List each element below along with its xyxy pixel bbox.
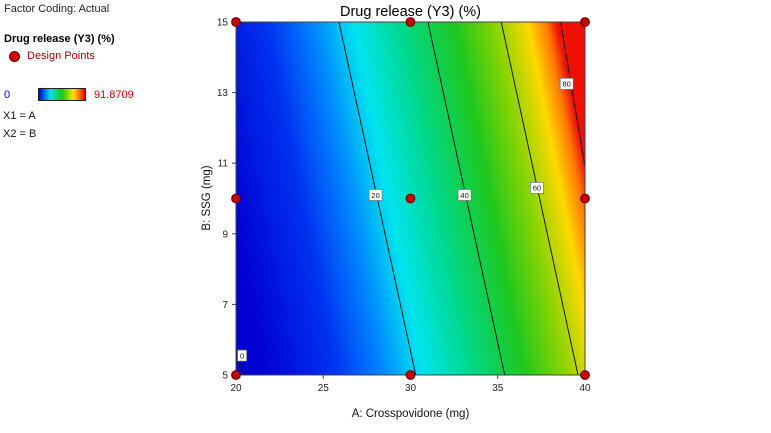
y-tick-label: 11 <box>218 159 229 170</box>
design-point <box>580 193 590 204</box>
y-tick-label: 7 <box>222 300 228 311</box>
y-tick-label: 5 <box>222 371 228 382</box>
y-axis-label: B: SSG (mg) <box>201 165 213 231</box>
contour-label: 60 <box>533 184 541 193</box>
x2-assignment: X2 = B <box>3 128 37 140</box>
contour-line-60 <box>500 21 579 376</box>
y-tick-label: 13 <box>217 88 229 99</box>
contour-label: 80 <box>563 80 571 89</box>
contour-label-box <box>368 189 383 201</box>
design-point <box>580 370 590 380</box>
color-scale-legend: 0 91.8709 <box>4 88 134 101</box>
contour-label: 40 <box>460 191 468 200</box>
scale-max-value: 91.8709 <box>94 88 134 101</box>
response-label: Drug release (Y3) (%) <box>4 33 115 45</box>
design-point <box>580 17 590 27</box>
design-point <box>231 370 241 380</box>
contour-label-box <box>457 189 472 201</box>
design-points-label: Design Points <box>27 50 95 62</box>
contour-label-box <box>530 182 544 194</box>
contour-label-box <box>559 77 574 90</box>
design-point-icon <box>9 50 20 62</box>
x-tick-label: 35 <box>492 383 504 394</box>
color-scale-bar <box>38 88 86 101</box>
x-tick-label: 20 <box>230 383 242 394</box>
legend-panel: Factor Coding: Actual Drug release (Y3) … <box>0 0 200 200</box>
design-point <box>231 17 241 27</box>
contour-label-box <box>237 349 247 362</box>
design-point <box>405 370 416 380</box>
x-tick-label: 40 <box>579 383 591 394</box>
y-tick-label: 9 <box>222 229 228 240</box>
factor-coding-label: Factor Coding: Actual <box>4 3 110 15</box>
chart-title: Drug release (Y3) (%) <box>339 4 481 20</box>
y-tick-label: 15 <box>217 18 229 29</box>
design-point <box>405 193 416 204</box>
contour-label: 0 <box>240 351 244 360</box>
contour-label: 20 <box>371 191 379 200</box>
x1-assignment: X1 = A <box>3 110 36 122</box>
design-point <box>405 17 416 27</box>
x-tick-label: 25 <box>318 383 330 394</box>
contour-line-80 <box>560 21 586 167</box>
scale-min-value: 0 <box>4 88 11 101</box>
design-points-legend: Design Points <box>9 50 95 62</box>
x-axis-label: A: Crosspovidone (mg) <box>351 408 470 420</box>
x-tick-label: 30 <box>405 383 417 394</box>
design-point <box>231 193 241 204</box>
